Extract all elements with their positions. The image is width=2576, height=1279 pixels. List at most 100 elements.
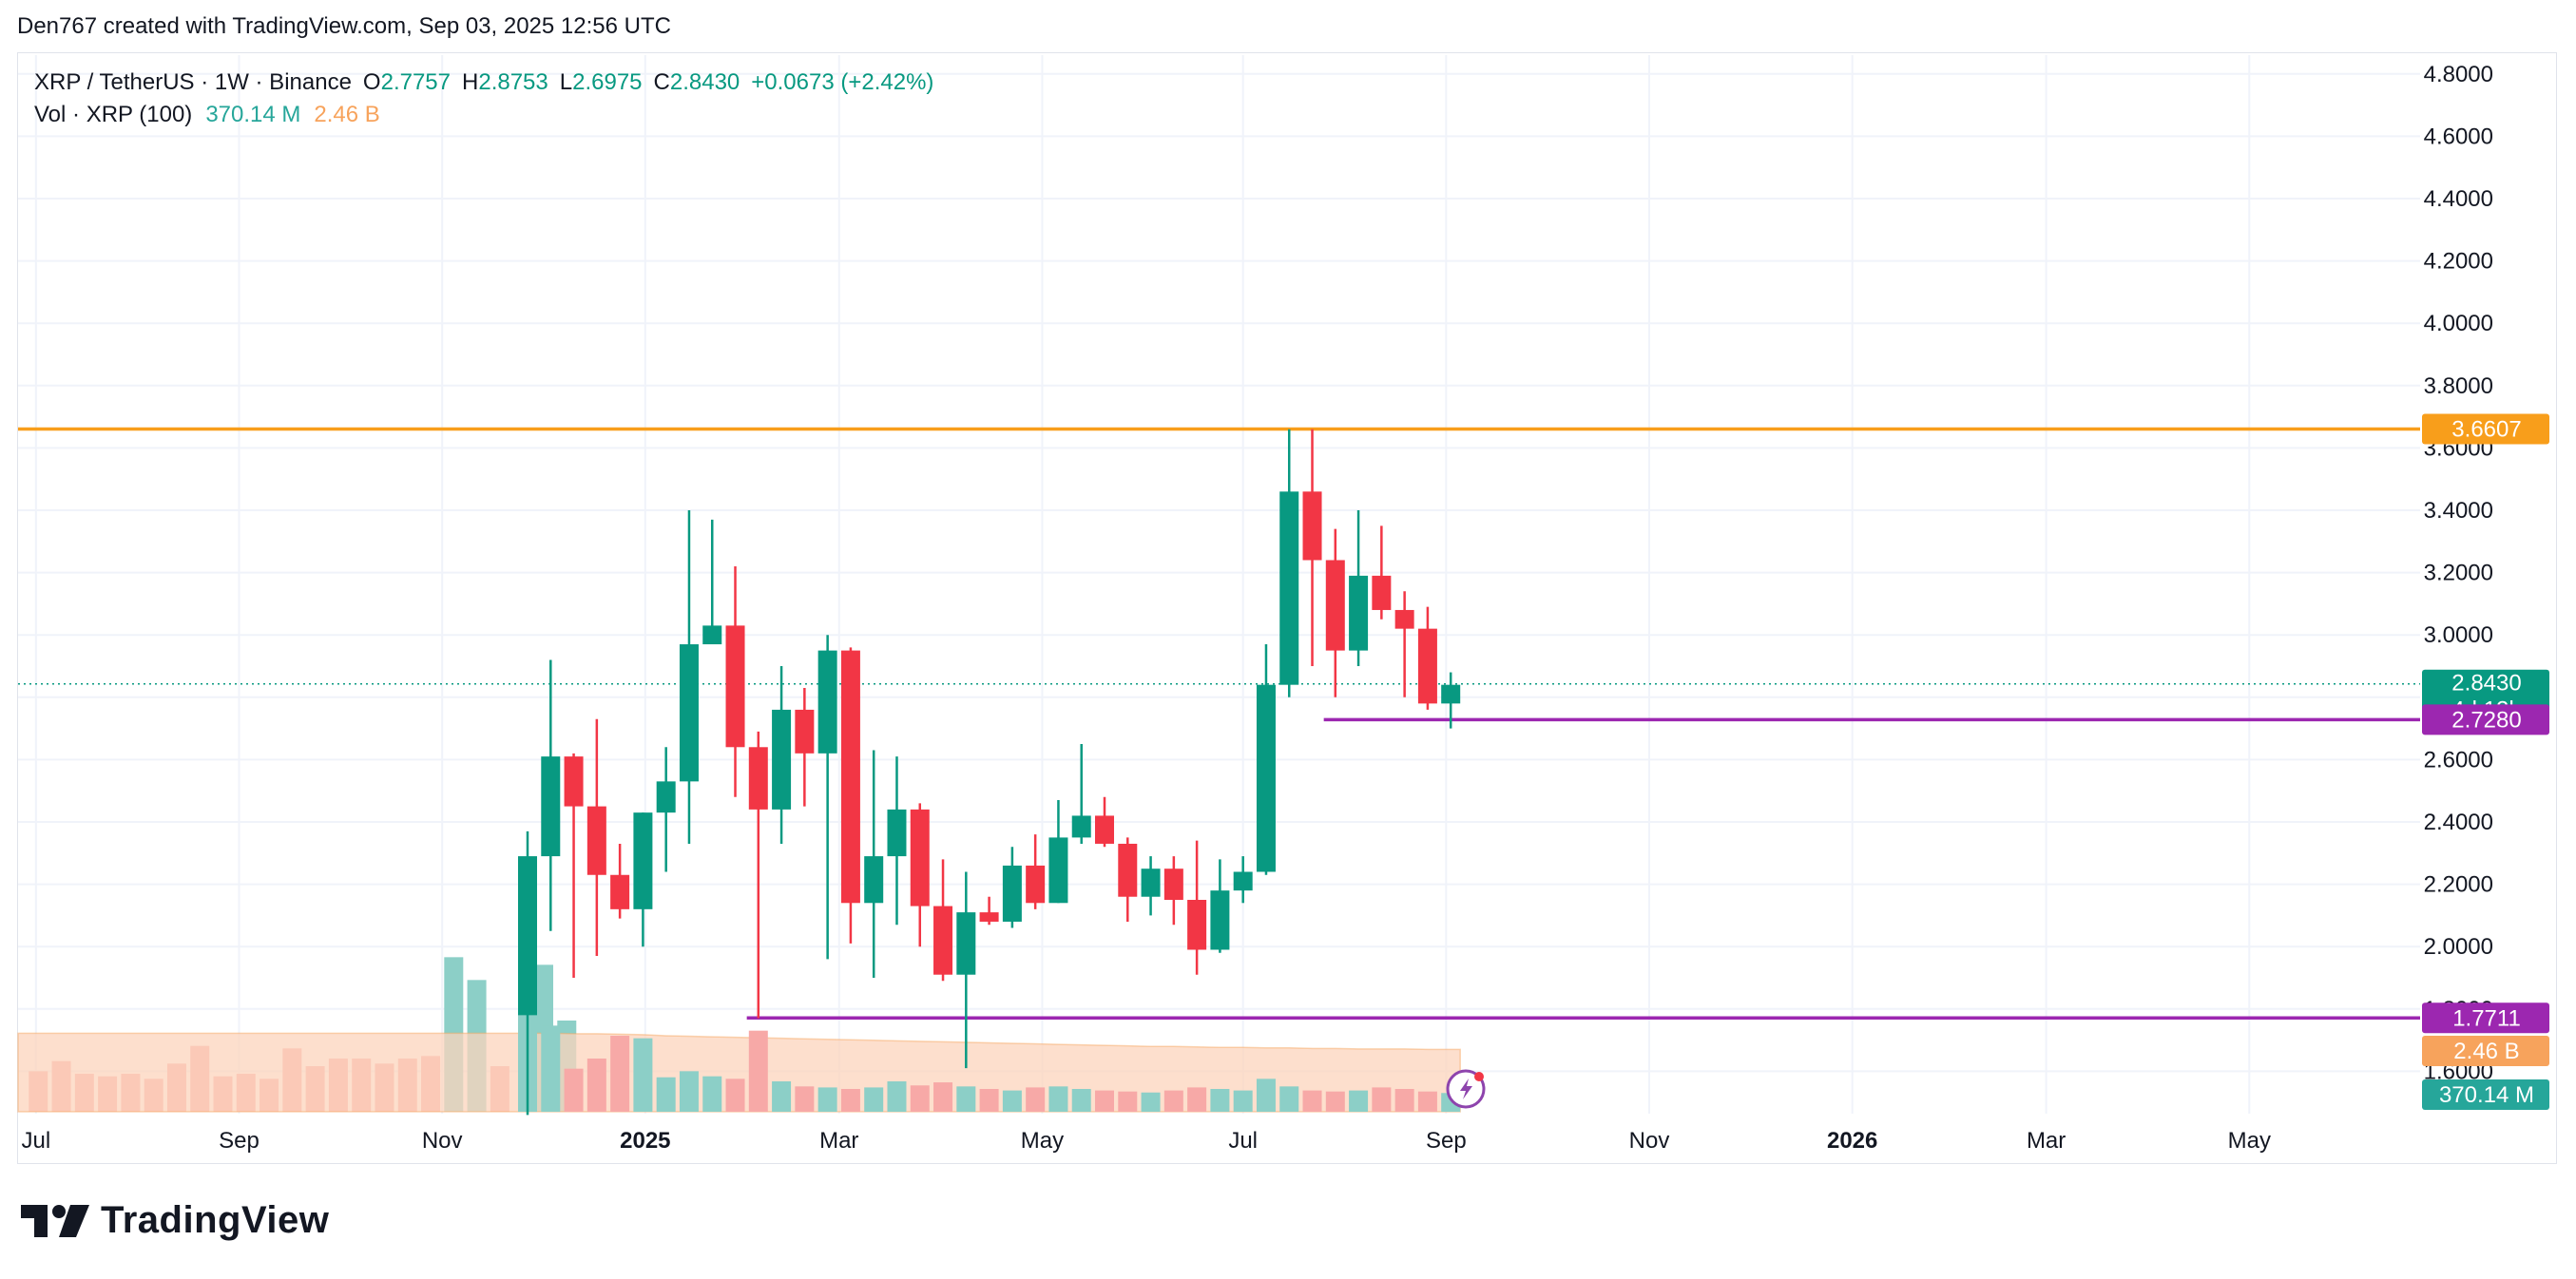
candle-body	[1325, 560, 1345, 651]
time-tick-label: Mar	[819, 1128, 858, 1154]
candle	[1417, 606, 1437, 710]
time-tick-label: Sep	[1426, 1128, 1467, 1154]
time-tick-label: Nov	[1629, 1128, 1670, 1154]
candle	[1302, 429, 1322, 666]
candle-body	[541, 756, 561, 857]
volume-bar	[679, 1071, 699, 1112]
tradingview-branding[interactable]: TradingView	[21, 1199, 329, 1242]
time-tick-label: Mar	[2027, 1128, 2066, 1154]
open-value: 2.7757	[380, 69, 451, 95]
candle-body	[979, 912, 999, 922]
last-price-badge-text: 2.8430	[2451, 671, 2521, 697]
candle-body	[1210, 890, 1230, 950]
candle	[933, 859, 953, 982]
volume-bar	[979, 1089, 999, 1112]
horizontal-levels	[18, 427, 2420, 1021]
candle	[1026, 834, 1046, 909]
candle	[610, 843, 630, 919]
candle	[633, 812, 653, 947]
candle-body	[817, 650, 837, 754]
candle	[1372, 525, 1392, 620]
candle	[1394, 591, 1414, 697]
level-badge-purple-text: 2.7280	[2451, 707, 2521, 733]
time-tick-label: 2026	[1827, 1128, 1877, 1154]
candle	[1279, 429, 1299, 697]
low-label: L	[559, 69, 573, 95]
time-tick-label: May	[2228, 1128, 2271, 1154]
candle-body	[1233, 871, 1253, 891]
candle-body	[1141, 869, 1161, 897]
candle	[864, 750, 884, 978]
volume-ma-value: 2.46 B	[314, 102, 380, 127]
volume-label[interactable]: Vol · XRP (100)	[34, 102, 193, 127]
symbol-name[interactable]: XRP / TetherUS · 1W · Binance	[34, 69, 352, 95]
level-badge-purple-low-bg	[2422, 1002, 2549, 1034]
volume-bar	[1141, 1092, 1161, 1112]
candle-body	[1256, 684, 1276, 872]
candle-body	[1071, 815, 1091, 838]
candle	[910, 803, 930, 947]
volume-bar	[1256, 1079, 1276, 1112]
candle-body	[864, 856, 884, 904]
candle	[1210, 859, 1230, 953]
high-label: H	[462, 69, 479, 95]
volume-bar	[1026, 1087, 1046, 1112]
candle	[1256, 644, 1276, 875]
volume-bar	[1394, 1089, 1414, 1112]
candle-body	[610, 874, 630, 909]
volume-bar	[864, 1087, 884, 1112]
volume-bar	[795, 1086, 815, 1112]
candle-body	[1441, 684, 1461, 704]
volume-bar	[725, 1079, 745, 1112]
change-value: +0.0673 (+2.42%)	[751, 69, 934, 95]
candle	[1002, 847, 1022, 928]
volume-bar	[1210, 1089, 1230, 1112]
volume-bar	[633, 1038, 653, 1112]
candle	[887, 756, 907, 926]
price-tick-label: 4.4000	[2424, 186, 2493, 212]
volume-bar	[1002, 1090, 1022, 1112]
volume-badge-text: 370.14 M	[2439, 1082, 2534, 1108]
candle	[541, 659, 561, 931]
price-tick-label: 4.0000	[2424, 311, 2493, 336]
candle	[1141, 856, 1161, 916]
volume-badge-bg	[2422, 1079, 2549, 1110]
time-axis: Jul Sep Nov 2025 Mar May Jul Sep Nov 2026 Mar May	[21, 1128, 2270, 1154]
candle	[679, 510, 699, 844]
volume-ma-badge-text: 2.46 B	[2453, 1039, 2519, 1064]
volume-bar	[586, 1059, 606, 1112]
candle-body	[956, 912, 976, 975]
candle-body	[1417, 628, 1437, 704]
candle-body	[1163, 869, 1183, 900]
open-label: O	[362, 69, 381, 95]
lightning-icon[interactable]	[1446, 1069, 1486, 1109]
volume-bar	[564, 1068, 584, 1112]
volume-bar	[1372, 1087, 1392, 1112]
candle-body	[1394, 609, 1414, 629]
price-tick-label: 4.6000	[2424, 124, 2493, 149]
level-badge-purple-low-text: 1.7711	[2452, 1005, 2521, 1031]
volume-value: 370.14 M	[205, 102, 301, 127]
price-tick-label: 3.0000	[2424, 622, 2493, 648]
price-tick-label: 2.6000	[2424, 747, 2493, 773]
candle-body	[887, 809, 907, 857]
volume-bar	[1349, 1090, 1369, 1112]
grid-lines	[18, 55, 2420, 1114]
volume-bar	[702, 1076, 722, 1112]
candle-body	[1002, 865, 1022, 922]
candle-body	[1279, 491, 1299, 685]
price-tick-label: 2.0000	[2424, 934, 2493, 960]
tradingview-wordmark: TradingView	[101, 1199, 330, 1241]
candle-body	[772, 709, 792, 810]
candle-body	[933, 906, 953, 975]
candle-body	[564, 756, 584, 807]
volume-bar	[1325, 1091, 1345, 1112]
volume-bar	[1187, 1087, 1207, 1112]
volume-bar	[1302, 1090, 1322, 1112]
candle	[956, 871, 976, 1069]
volume-bar	[817, 1087, 837, 1112]
level-badge-purple-low: 1.7711	[2422, 1002, 2549, 1034]
volume-row: Vol · XRP (100) 370.14 M 2.46 B	[34, 99, 933, 131]
chart-frame	[17, 52, 2557, 1164]
